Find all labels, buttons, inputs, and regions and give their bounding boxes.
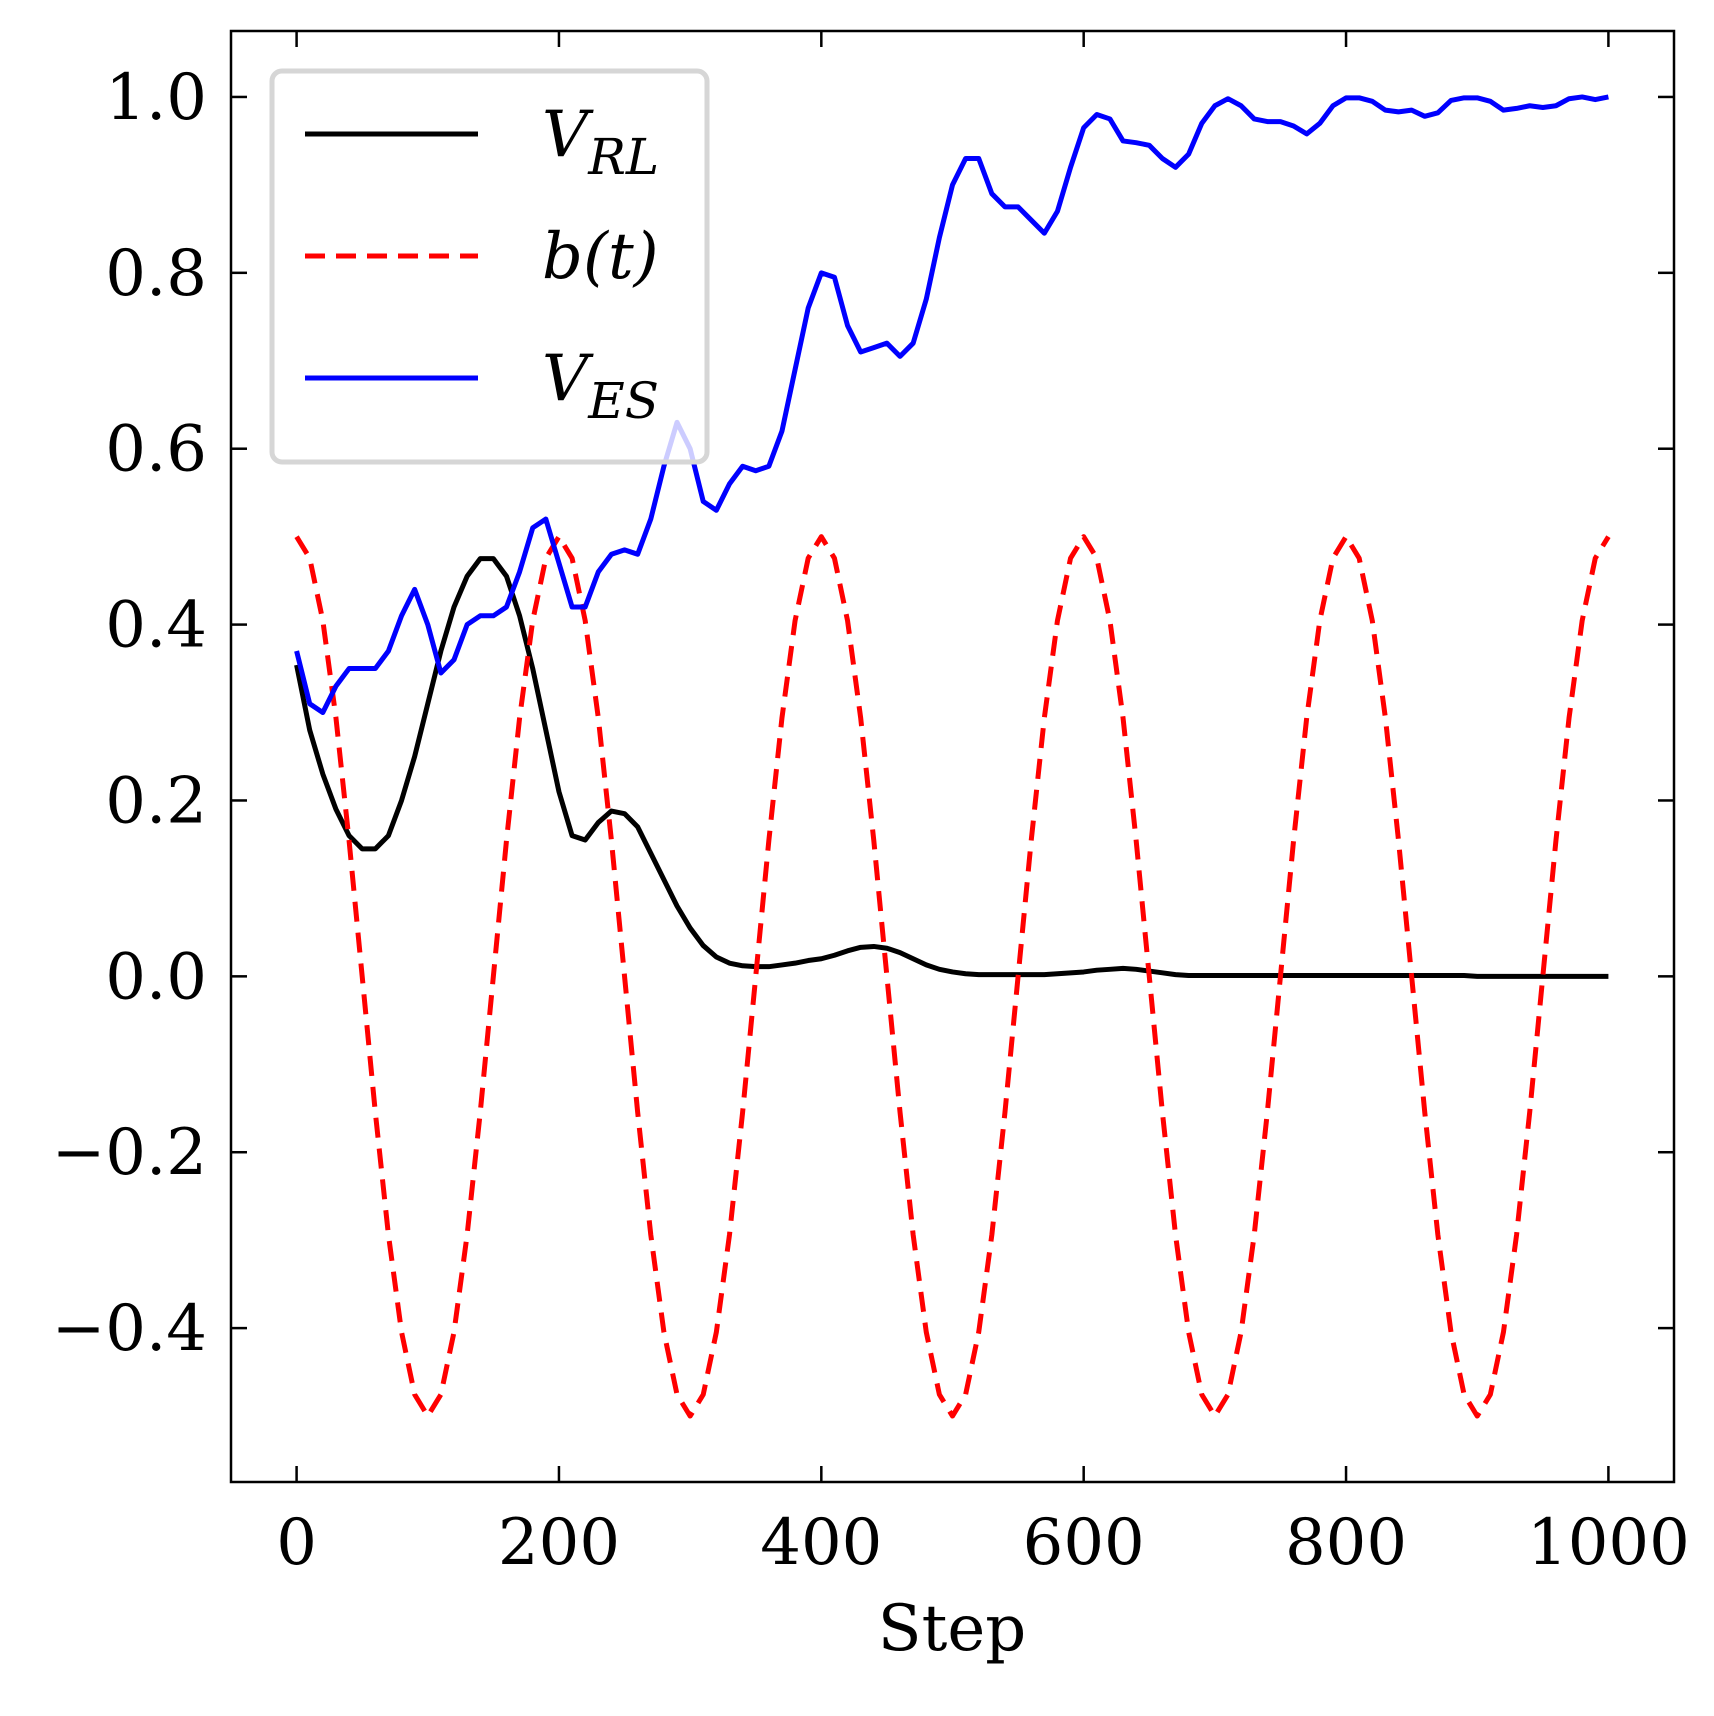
y-tick-label: −0.2 bbox=[52, 1116, 207, 1190]
x-tick-label: 0 bbox=[276, 1506, 317, 1580]
legend-box bbox=[269, 68, 710, 465]
x-axis-label: Step bbox=[878, 1592, 1026, 1666]
legend-label: VES bbox=[542, 342, 659, 430]
y-tick-label: 1.0 bbox=[105, 61, 207, 135]
y-tick-label: 0.8 bbox=[105, 237, 207, 311]
legend-label: b(t) bbox=[542, 220, 659, 294]
x-tick-label: 400 bbox=[760, 1506, 882, 1580]
x-tick-label: 800 bbox=[1285, 1506, 1407, 1580]
y-tick-label: 0.4 bbox=[105, 589, 207, 663]
x-tick-label: 600 bbox=[1023, 1506, 1145, 1580]
series-line bbox=[294, 556, 1609, 979]
x-tick-label: 1000 bbox=[1527, 1506, 1690, 1580]
series-line bbox=[294, 94, 1609, 716]
y-tick-label: 0.6 bbox=[105, 413, 207, 487]
x-tick-label: 200 bbox=[498, 1506, 620, 1580]
y-tick-label: −0.4 bbox=[52, 1292, 207, 1366]
y-tick-label: 0.2 bbox=[105, 764, 207, 838]
y-tick-label: 0.0 bbox=[105, 940, 207, 1014]
series-line bbox=[294, 534, 1611, 1419]
legend-label: VRL bbox=[542, 98, 659, 186]
plot-frame bbox=[229, 29, 1676, 1484]
